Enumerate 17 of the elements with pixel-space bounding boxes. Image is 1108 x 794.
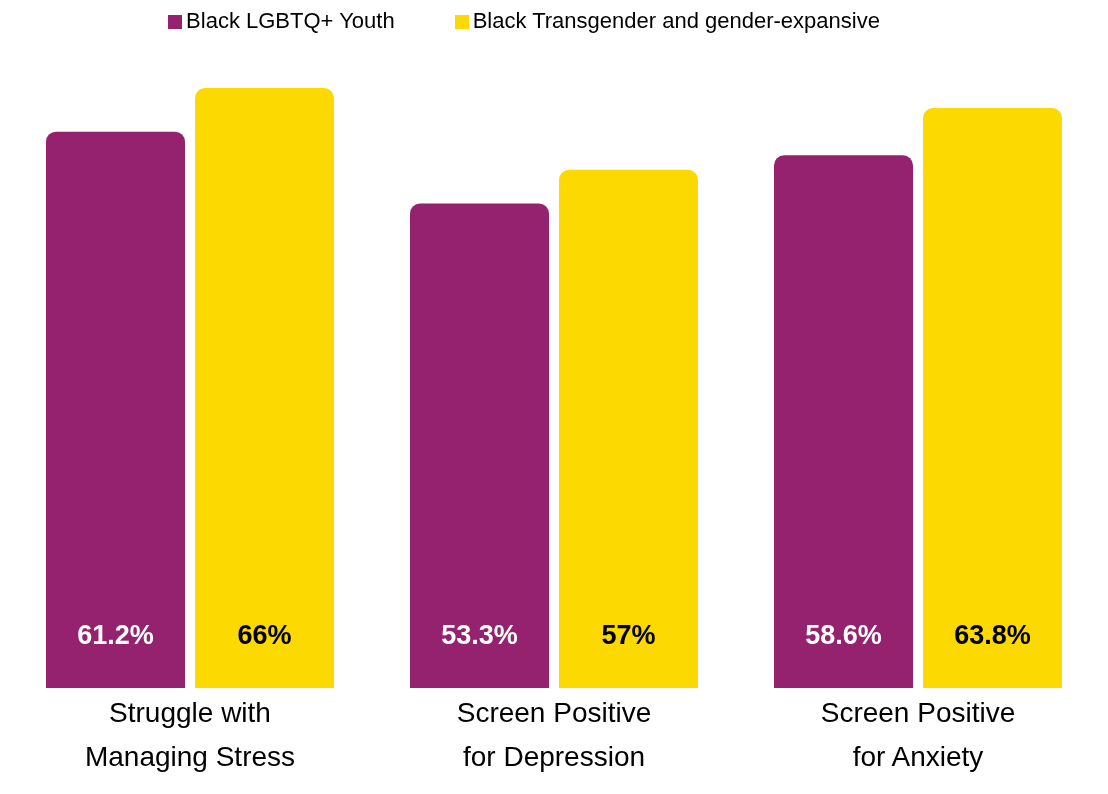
bar [774,155,913,688]
bar [46,131,185,688]
bar [923,108,1062,688]
x-tick-label: Screen Positive for Anxiety [820,697,1016,772]
data-label: 66% [237,620,292,650]
legend-label: Black LGBTQ+ Youth [186,8,395,33]
x-tick-label: Struggle with Managing Stress [84,697,296,772]
data-label: 63.8% [954,620,1031,650]
data-label: 53.3% [441,620,518,650]
bar [410,203,549,688]
x-tick-label: Screen Positive for Depression [456,697,652,772]
legend-label: Black Transgender and gender-expansive [472,8,880,33]
data-label: 58.6% [805,620,882,650]
data-label: 57% [601,620,656,650]
data-label: 61.2% [77,620,154,650]
bar [559,169,698,688]
bar [195,88,334,688]
